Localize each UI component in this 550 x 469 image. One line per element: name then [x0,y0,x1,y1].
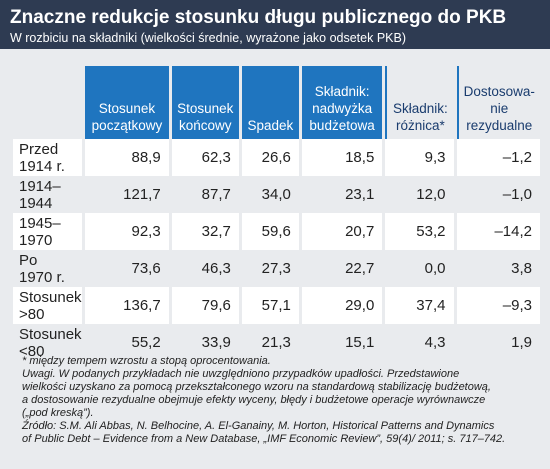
cell: 1,9 [456,324,540,361]
notes: * między tempem wzrostu a stopą oprocent… [22,355,542,446]
cell: 18,5 [301,139,383,176]
table-row: Przed 1914 r. 88,9 62,3 26,6 18,5 9,3 –1,2 [13,139,540,176]
cell: 87,7 [171,176,239,213]
cell: 46,3 [171,250,239,287]
subtitle: W rozbiciu na składniki (wielkości średn… [10,31,406,45]
column-header: Spadek [241,66,299,139]
cell: 29,0 [301,287,383,324]
cell: 21,3 [241,324,299,361]
table-row: 1945–1970 92,3 32,7 59,6 20,7 53,2 –14,2 [13,213,540,250]
cell: 62,3 [171,139,239,176]
cell: 32,7 [171,213,239,250]
note-line: of Public Debt – Evidence from a New Dat… [22,433,506,445]
table-row: Po 1970 r. 73,6 46,3 27,3 22,7 0,0 3,8 [13,250,540,287]
row-label: Po 1970 r. [13,250,83,287]
cell: 73,6 [85,250,169,287]
cell: 79,6 [171,287,239,324]
cell: 15,1 [301,324,383,361]
note-line: Źródło: S.M. Ali Abbas, N. Belhocine, A.… [22,420,495,432]
row-label: 1914–1944 [13,176,83,213]
cell: 59,6 [241,213,299,250]
column-header: Składnik: nadwyżka budżetowa [301,66,383,139]
cell: 23,1 [301,176,383,213]
cell: 9,3 [385,139,454,176]
table-row: Stosunek >80 136,7 79,6 57,1 29,0 37,4 –9,3 [13,287,540,324]
column-header: Stosunek końcowy [171,66,239,139]
cell: –9,3 [456,287,540,324]
column-header: Składnik: różnica* [385,66,453,139]
note-line: („pod kreską”). [22,407,94,419]
cell: 3,8 [456,250,540,287]
cell: 4,3 [385,324,454,361]
table-row: 1914–1944 121,7 87,7 34,0 23,1 12,0 –1,0 [13,176,540,213]
cell: 33,9 [171,324,239,361]
row-label: Stosunek <80 [13,324,83,361]
cell: 12,0 [385,176,454,213]
cell: 136,7 [85,287,169,324]
corner [13,66,82,139]
row-label: Stosunek >80 [13,287,83,324]
row-label: 1945–1970 [13,213,83,250]
table: Stosunek początkowy Stosunek końcowy Spade… [10,66,543,361]
note-line: wielkości uzyskano za pomocą przekształc… [22,381,491,393]
table-row: Stosunek <80 55,2 33,9 21,3 15,1 4,3 1,9 [13,324,540,361]
cell: 26,6 [241,139,299,176]
cell: 121,7 [85,176,169,213]
header: Znaczne redukcje stosunku długu publiczn… [0,0,550,49]
title: Znaczne redukcje stosunku długu publiczn… [10,7,507,28]
cell: –14,2 [456,213,540,250]
cell: –1,2 [456,139,540,176]
cell: 27,3 [241,250,299,287]
cell: 0,0 [385,250,454,287]
cell: 53,2 [385,213,454,250]
note-line: a dostosowanie rezydualne obejmuje efekt… [22,394,486,406]
column-header: Stosunek początkowy [85,66,169,139]
cell: 22,7 [301,250,383,287]
note-line: Uwagi. W podanych przykładach nie uwzglę… [22,368,460,380]
cell: 34,0 [241,176,299,213]
cell: 55,2 [85,324,169,361]
cell: 88,9 [85,139,169,176]
cell: –1,0 [456,176,540,213]
column-header: Dostosowa-nie rezydualne [456,66,541,139]
cell: 92,3 [85,213,169,250]
cell: 57,1 [241,287,299,324]
note-line: * między tempem wzrostu a stopą oprocent… [22,355,271,367]
row-label: Przed 1914 r. [13,139,83,176]
cell: 20,7 [301,213,383,250]
cell: 37,4 [385,287,454,324]
